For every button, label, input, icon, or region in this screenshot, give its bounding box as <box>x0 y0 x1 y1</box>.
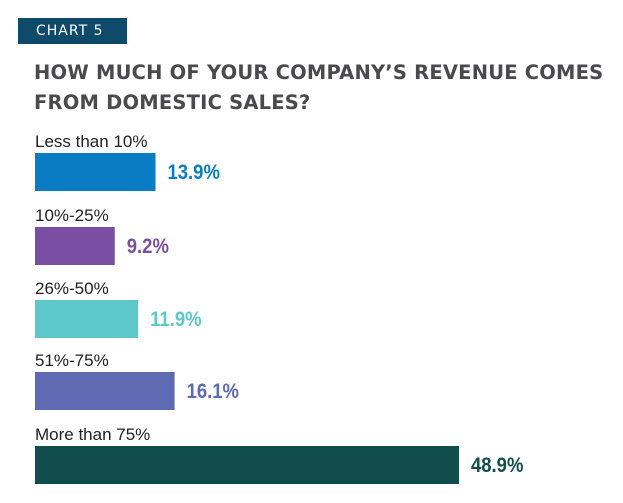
bar <box>35 300 139 338</box>
bar <box>35 153 156 191</box>
category-label: Less than 10% <box>35 132 147 151</box>
category-label: 51%-75% <box>35 351 109 370</box>
bar <box>35 372 175 410</box>
chart-title: HOW MUCH OF YOUR COMPANY’S REVENUE COMES… <box>34 61 604 114</box>
value-label: 13.9% <box>168 161 221 184</box>
category-label: 26%-50% <box>35 279 109 298</box>
chart-badge: CHART 5 <box>18 18 127 44</box>
bar <box>35 227 115 265</box>
category-label: More than 75% <box>35 425 150 444</box>
category-label: 10%-25% <box>35 206 109 225</box>
value-label: 9.2% <box>127 235 169 258</box>
value-label: 48.9% <box>471 454 524 477</box>
bar <box>35 446 459 484</box>
value-label: 11.9% <box>150 308 202 331</box>
value-label: 16.1% <box>187 380 240 403</box>
